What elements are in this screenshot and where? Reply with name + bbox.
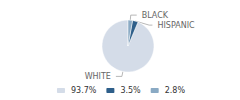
svg-text:BLACK: BLACK [142,11,169,20]
svg-text:3.5%: 3.5% [120,86,141,95]
svg-text:WHITE: WHITE [85,72,111,81]
svg-text:HISPANIC: HISPANIC [157,21,195,30]
svg-text:93.7%: 93.7% [71,86,97,95]
svg-text:2.8%: 2.8% [165,86,186,95]
